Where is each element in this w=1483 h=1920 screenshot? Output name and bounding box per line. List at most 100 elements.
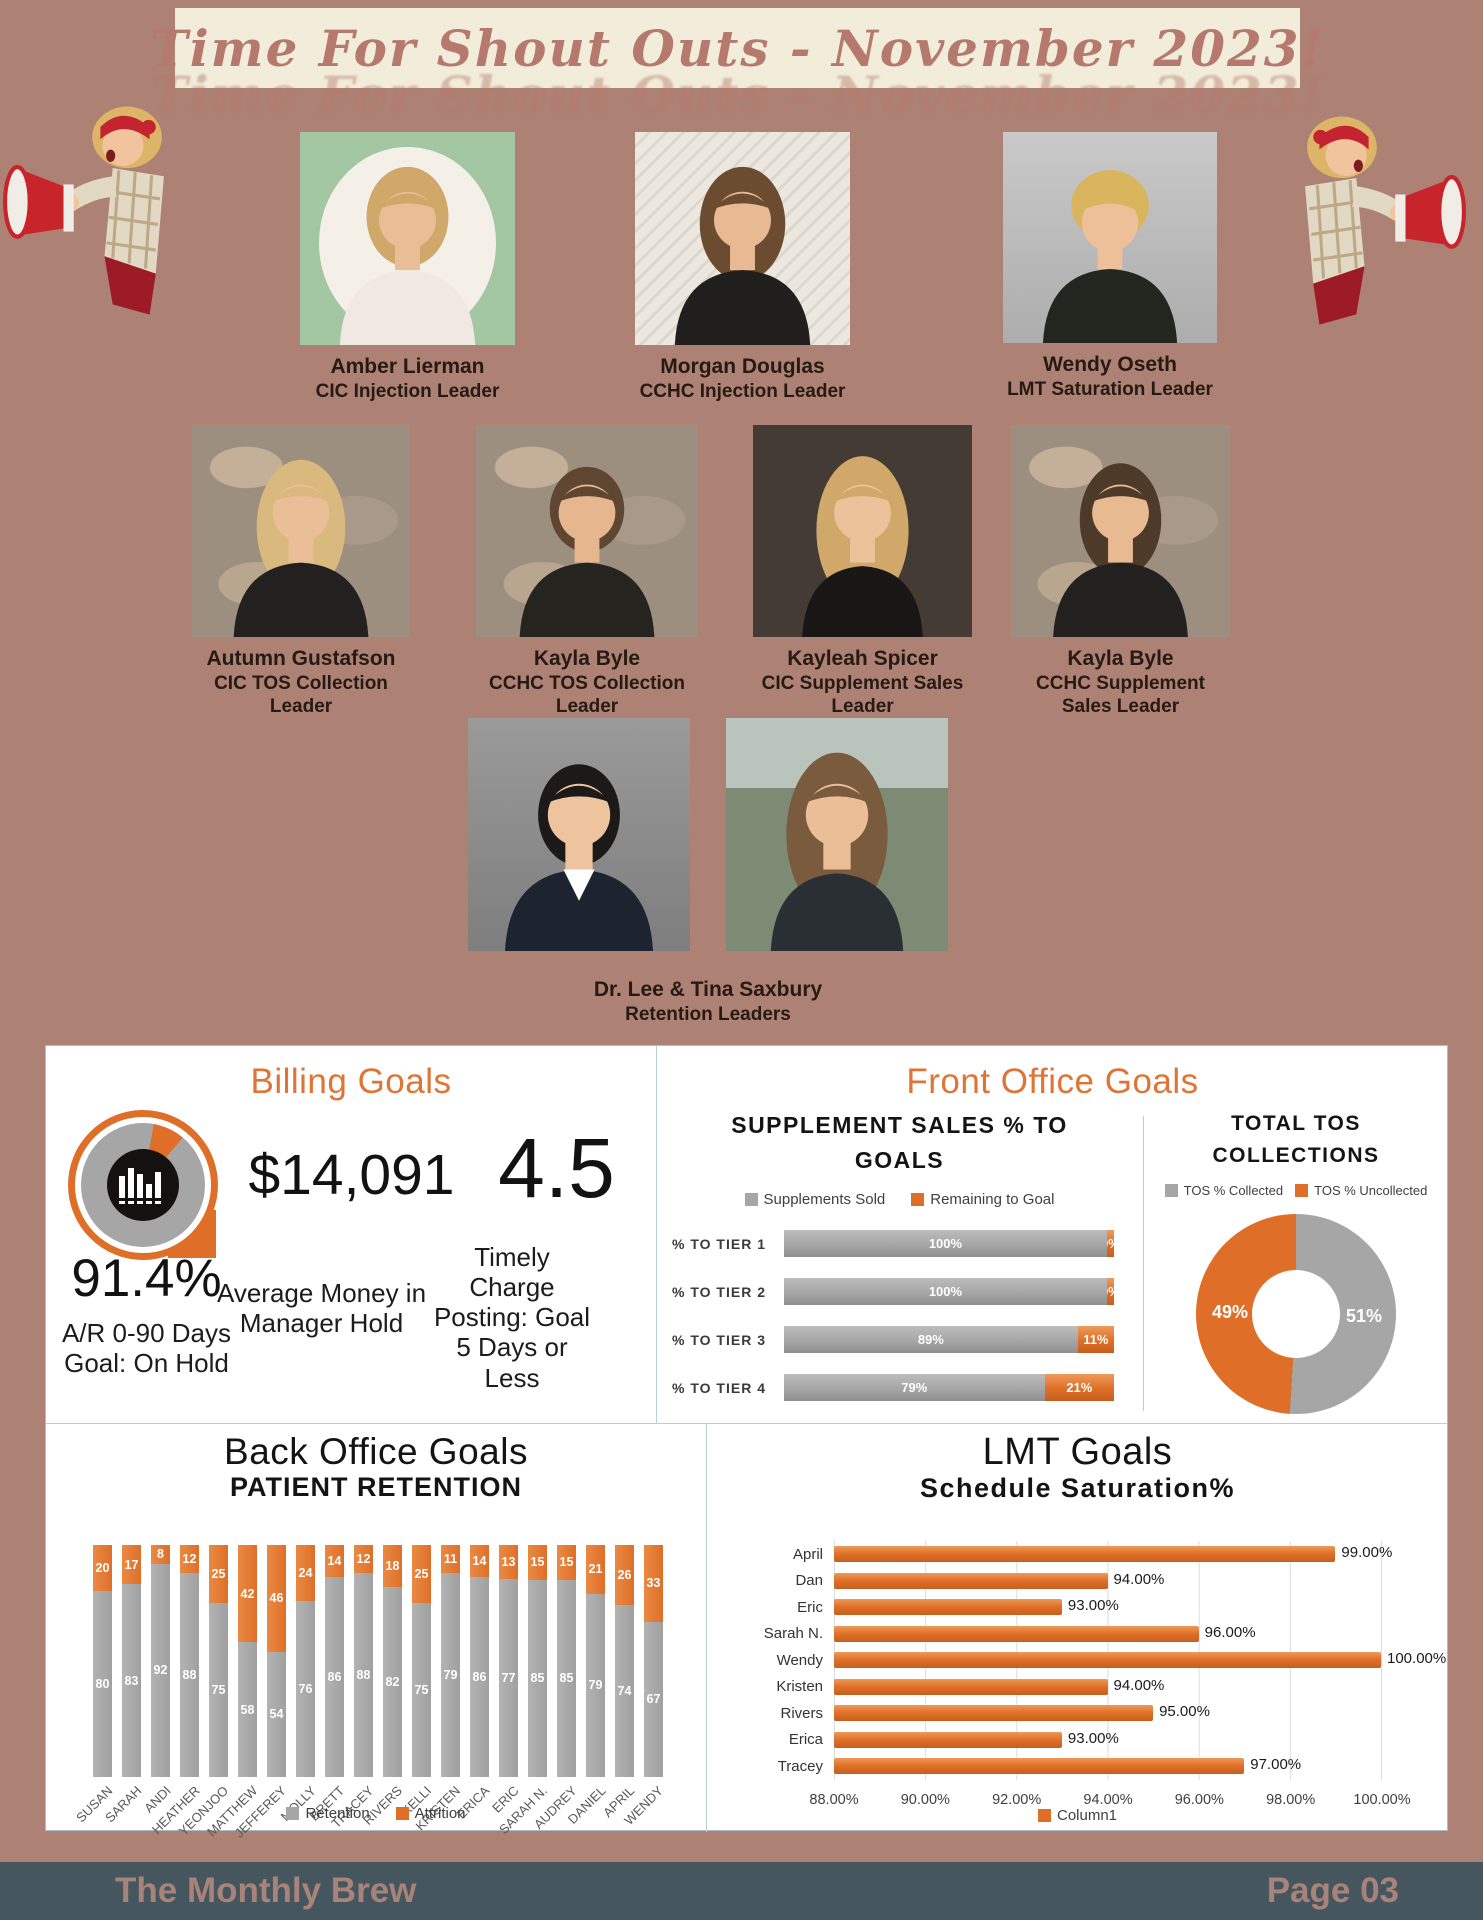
- column-segment-retention: 74: [615, 1605, 634, 1777]
- portrait-photo: [300, 132, 515, 345]
- legend-label: Remaining to Goal: [930, 1191, 1055, 1208]
- legend-label: TOS % Uncollected: [1314, 1183, 1428, 1198]
- donut-value-label: 51%: [1345, 1306, 1382, 1326]
- chart-plot-area: 20 80 SUSAN 17 83 SARAH 8 92 ANDI 12 88 HEATHER 25 75…: [73, 1545, 668, 1841]
- stat-charge-posting-days: 4.5: [498, 1121, 615, 1215]
- person-caption: Dr. Lee & Tina Saxbury Retention Leaders: [468, 977, 948, 1026]
- stacked-column: 21 79: [586, 1545, 605, 1777]
- person-role: CIC Injection Leader: [315, 380, 500, 402]
- stacked-column: 13 77: [499, 1545, 518, 1777]
- column-segment-attrition: 18: [383, 1545, 402, 1587]
- tos-collections-chart: TOTAL TOS COLLECTIONS TOS % Collected TOS…: [1143, 1108, 1449, 1414]
- chart-column: 42 58 MATTHEW: [204, 1545, 262, 1839]
- person-card: Kayla Byle CCHC Supplement Sales Leader: [1011, 425, 1230, 718]
- chart-column: 26 74 APRIL: [600, 1545, 639, 1820]
- stacked-column: 24 76: [296, 1545, 315, 1777]
- column-segment-retention: 88: [180, 1572, 199, 1777]
- portrait-photo: [476, 425, 698, 637]
- person-silhouette-icon: [233, 459, 369, 637]
- chart-column: 8 92 ANDI: [141, 1545, 175, 1816]
- bar-value: [834, 1678, 1108, 1695]
- chart-column: 18 82 RIVERS: [361, 1545, 407, 1828]
- bar-value-label: 99.00%: [1341, 1544, 1393, 1561]
- bar-track: 94.00%: [834, 1673, 1382, 1700]
- category-label: April: [792, 1545, 823, 1563]
- category-label: Kristen: [776, 1678, 823, 1696]
- bar-value: [834, 1652, 1381, 1668]
- chart-column: 33 67 WENDY: [622, 1545, 668, 1828]
- column-segment-retention: 88: [354, 1572, 373, 1777]
- chart-column: 46 54 JEFFEREY: [232, 1545, 291, 1841]
- chart-bar-row: Sarah N. 96.00%: [734, 1620, 1382, 1647]
- legend-label: TOS % Collected: [1183, 1183, 1284, 1198]
- donut-value-label: 49%: [1212, 1302, 1249, 1322]
- chart-column: 15 85 SARAH N.: [496, 1545, 552, 1837]
- stacked-column: 15 85: [557, 1545, 576, 1777]
- column-segment-retention: 75: [209, 1603, 228, 1777]
- bar-track: 97.00%: [834, 1753, 1382, 1780]
- person-card-duo: Dr. Lee & Tina Saxbury Retention Leaders: [468, 718, 948, 1026]
- newsletter-title: The Monthly Brew: [115, 1871, 417, 1910]
- stacked-column: 12 88: [354, 1545, 373, 1777]
- bar-track: 93.00%: [834, 1594, 1382, 1621]
- chart-bar-row: Dan 94.00%: [734, 1567, 1382, 1594]
- category-label: % TO TIER 3: [672, 1331, 766, 1348]
- bar-segment-sold: 79%: [784, 1374, 1045, 1401]
- column-segment-retention: 58: [238, 1642, 257, 1777]
- megaphone-woman-illustration-right: [1305, 116, 1466, 325]
- person-card: Kayleah Spicer CIC Supplement Sales Lead…: [753, 425, 972, 718]
- chart-legend: Supplements Sold Remaining to Goal: [656, 1191, 1143, 1208]
- bar-segment-remaining: 0%: [1106, 1278, 1114, 1305]
- person-caption: Kayla Byle CCHC Supplement Sales Leader: [1011, 646, 1230, 718]
- chart-column: 15 85 AUDREY: [531, 1545, 581, 1832]
- stacked-column: 18 82: [383, 1545, 402, 1777]
- portrait-photo: [635, 132, 850, 345]
- stacked-column: 8 92: [151, 1545, 170, 1777]
- bar-value-label: 94.00%: [1113, 1676, 1165, 1694]
- chart-bar-row: Kristen 94.00%: [734, 1673, 1382, 1700]
- category-label: Erica: [788, 1731, 823, 1749]
- column-segment-attrition: 17: [122, 1545, 141, 1585]
- chart-bar-row: Rivers 95.00%: [734, 1700, 1382, 1727]
- axis-tick-label: 92.00%: [992, 1791, 1042, 1808]
- legend-swatch-icon: [1295, 1184, 1309, 1197]
- bar-segment-sold: 100%: [784, 1278, 1107, 1305]
- chart-column: 24 76 MOLLY: [277, 1545, 320, 1824]
- bar-value: [834, 1705, 1154, 1721]
- person-card: Amber Lierman CIC Injection Leader: [300, 132, 515, 403]
- stacked-bar: 79% 21%: [784, 1374, 1114, 1401]
- person-role: CCHC Injection Leader: [639, 380, 846, 402]
- category-label: Dan: [795, 1572, 823, 1590]
- person-silhouette-icon: [504, 763, 654, 951]
- column-segment-retention: 83: [122, 1584, 141, 1777]
- portrait-photo: [1003, 132, 1217, 343]
- chart-title: SUPPLEMENT SALES % TO GOALS: [731, 1112, 1068, 1173]
- bar-track: 93.00%: [834, 1726, 1382, 1753]
- stat-caption: Average Money in Manager Hold: [216, 1278, 427, 1339]
- bar-segment-remaining: 21%: [1044, 1374, 1114, 1401]
- person-card: Kayla Byle CCHC TOS Collection Leader: [476, 425, 698, 718]
- column-segment-retention: 77: [499, 1578, 518, 1777]
- chart-x-axis: 88.00% 90.00% 92.00% 94.00% 96.00% 98.00% 100.…: [809, 1788, 1410, 1814]
- billing-goals-section: Billing Goals $14,091 4.5 91.4% A/R: [46, 1046, 656, 1423]
- page-title: Time For Shout Outs - November 2023!: [150, 18, 1325, 78]
- column-segment-attrition: 14: [325, 1545, 344, 1578]
- person-silhouette-icon: [339, 166, 476, 345]
- column-segment-attrition: 13: [499, 1545, 518, 1579]
- bar-value-label: 94.00%: [1113, 1570, 1165, 1588]
- column-segment-attrition: 24: [296, 1545, 315, 1601]
- legend-item: Attrition: [395, 1805, 466, 1822]
- category-label: Sarah N.: [763, 1625, 823, 1643]
- chart-column: 12 88 TRACEY: [329, 1545, 378, 1831]
- column-segment-retention: 67: [644, 1621, 663, 1777]
- person-caption: Amber Lierman CIC Injection Leader: [300, 354, 515, 403]
- person-silhouette-icon: [1042, 170, 1178, 343]
- column-segment-retention: 85: [528, 1579, 547, 1777]
- chart-column: 17 83 SARAH: [102, 1545, 146, 1825]
- column-segment-retention: 75: [412, 1603, 431, 1777]
- portrait-photo: [468, 718, 690, 951]
- bar-value-label: 93.00%: [1067, 1729, 1119, 1747]
- portrait-photo: [192, 425, 410, 637]
- goals-dashboard-panel: Billing Goals $14,091 4.5 91.4% A/R: [45, 1045, 1449, 1841]
- bar-track: 94.00%: [834, 1567, 1382, 1594]
